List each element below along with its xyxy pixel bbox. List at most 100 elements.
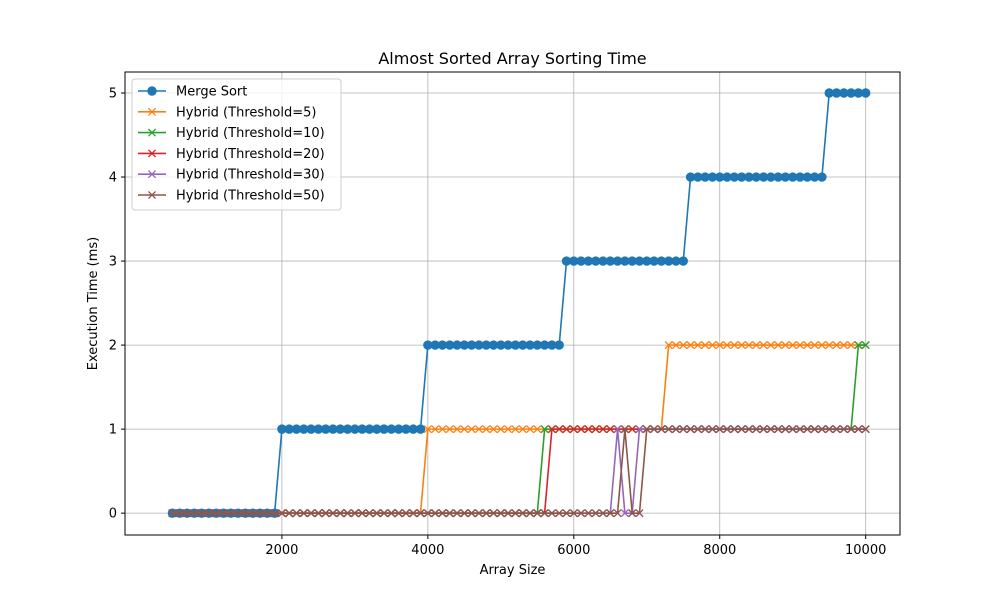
data-point [547, 509, 556, 518]
data-point [438, 425, 447, 434]
legend-item: Hybrid (Threshold=5) [138, 105, 316, 120]
data-point [686, 425, 695, 434]
data-point [847, 341, 856, 350]
data-point [241, 509, 250, 518]
data-point [825, 341, 834, 350]
data-point [788, 425, 797, 434]
data-point [744, 425, 754, 434]
data-point [657, 425, 666, 434]
series-layer [167, 88, 871, 518]
data-point [650, 425, 659, 434]
legend-item: Hybrid (Threshold=30) [138, 168, 325, 183]
data-point [431, 425, 440, 434]
chart-title: Almost Sorted Array Sorting Time [378, 49, 646, 68]
data-point [722, 425, 732, 434]
data-point [803, 341, 812, 350]
data-point [555, 425, 564, 434]
data-point [759, 425, 768, 434]
data-point [693, 425, 702, 434]
data-point [832, 425, 841, 434]
data-point [686, 341, 695, 350]
data-point [562, 425, 571, 434]
y-axis-label: Execution Time (ms) [86, 237, 101, 370]
data-point [496, 425, 505, 434]
data-point [452, 425, 462, 434]
data-point [533, 509, 542, 518]
data-point [598, 509, 608, 518]
data-point [445, 425, 454, 434]
data-point [365, 509, 374, 518]
data-point [474, 509, 483, 518]
data-point [832, 341, 841, 350]
data-point [613, 509, 622, 518]
data-point [854, 425, 863, 434]
data-point [577, 509, 586, 518]
data-point [810, 425, 819, 434]
data-point [825, 425, 834, 434]
data-point [817, 425, 826, 434]
data-point [679, 341, 688, 350]
data-point [781, 341, 790, 350]
data-point [533, 425, 542, 434]
data-point [401, 509, 411, 518]
data-point [861, 425, 870, 434]
legend-marker [147, 128, 157, 137]
legend-item: Merge Sort [138, 85, 247, 100]
x-tick-label: 6000 [557, 543, 590, 558]
data-point [774, 425, 783, 434]
data-point [255, 509, 265, 518]
data-point [708, 425, 717, 434]
data-point [635, 509, 644, 518]
data-point [693, 341, 702, 350]
data-point [328, 509, 338, 518]
data-point [671, 341, 681, 350]
data-point [423, 425, 432, 434]
data-point [708, 341, 717, 350]
x-tick-label: 10000 [845, 543, 886, 558]
data-point [431, 509, 440, 518]
data-point [795, 341, 805, 350]
data-point [285, 509, 294, 518]
legend-marker [147, 86, 157, 96]
y-tick-label: 2 [109, 339, 117, 354]
data-point [788, 341, 797, 350]
data-point [781, 425, 790, 434]
data-point [839, 425, 848, 434]
data-point [628, 425, 637, 434]
data-point [380, 509, 389, 518]
data-point [387, 509, 396, 518]
data-point [577, 425, 586, 434]
data-point [752, 341, 761, 350]
data-point [715, 341, 724, 350]
y-tick-label: 4 [109, 171, 117, 186]
data-point [722, 341, 732, 350]
legend-label: Hybrid (Threshold=30) [176, 168, 325, 183]
data-point [270, 509, 279, 518]
data-point [598, 425, 608, 434]
data-point [219, 509, 228, 518]
data-point [248, 509, 257, 518]
data-point [613, 425, 622, 434]
plot-frame [124, 71, 901, 536]
data-point [394, 509, 403, 518]
data-point [861, 341, 870, 350]
data-point [175, 509, 184, 518]
data-point [416, 509, 425, 518]
data-point [438, 509, 447, 518]
data-point [445, 509, 454, 518]
data-point [591, 509, 600, 518]
data-point [540, 425, 549, 434]
data-point [861, 88, 871, 98]
data-point [467, 509, 476, 518]
data-point [263, 509, 272, 518]
data-point [518, 509, 527, 518]
data-point [204, 509, 213, 518]
data-point [606, 425, 615, 434]
data-point [766, 341, 775, 350]
data-point [562, 509, 571, 518]
data-point [555, 509, 564, 518]
data-point [277, 509, 286, 518]
y-tick-label: 0 [109, 507, 117, 522]
data-point [489, 509, 498, 518]
data-point [372, 509, 381, 518]
